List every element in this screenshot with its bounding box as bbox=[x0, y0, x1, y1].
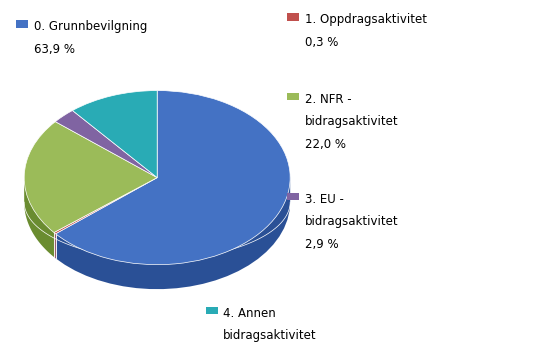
Text: 22,0 %: 22,0 % bbox=[305, 138, 346, 151]
Wedge shape bbox=[24, 122, 157, 233]
Text: bidragsaktivitet: bidragsaktivitet bbox=[305, 215, 398, 228]
PathPatch shape bbox=[54, 230, 56, 258]
Wedge shape bbox=[73, 90, 157, 178]
Text: 0,3 %: 0,3 % bbox=[305, 36, 338, 49]
PathPatch shape bbox=[24, 176, 54, 257]
Text: 3. EU -: 3. EU - bbox=[305, 193, 344, 206]
Text: 2,9 %: 2,9 % bbox=[305, 238, 338, 251]
Wedge shape bbox=[56, 90, 290, 265]
Wedge shape bbox=[54, 178, 157, 234]
Text: bidragsaktivitet: bidragsaktivitet bbox=[223, 329, 317, 342]
Text: 1. Oppdragsaktivitet: 1. Oppdragsaktivitet bbox=[305, 13, 427, 27]
Text: 2. NFR -: 2. NFR - bbox=[305, 93, 351, 106]
Text: 63,9 %: 63,9 % bbox=[34, 43, 75, 56]
Text: bidragsaktivitet: bidragsaktivitet bbox=[305, 115, 398, 128]
PathPatch shape bbox=[56, 176, 290, 289]
Text: 0. Grunnbevilgning: 0. Grunnbevilgning bbox=[34, 20, 147, 33]
Text: 4. Annen: 4. Annen bbox=[223, 307, 276, 320]
Wedge shape bbox=[55, 110, 157, 178]
